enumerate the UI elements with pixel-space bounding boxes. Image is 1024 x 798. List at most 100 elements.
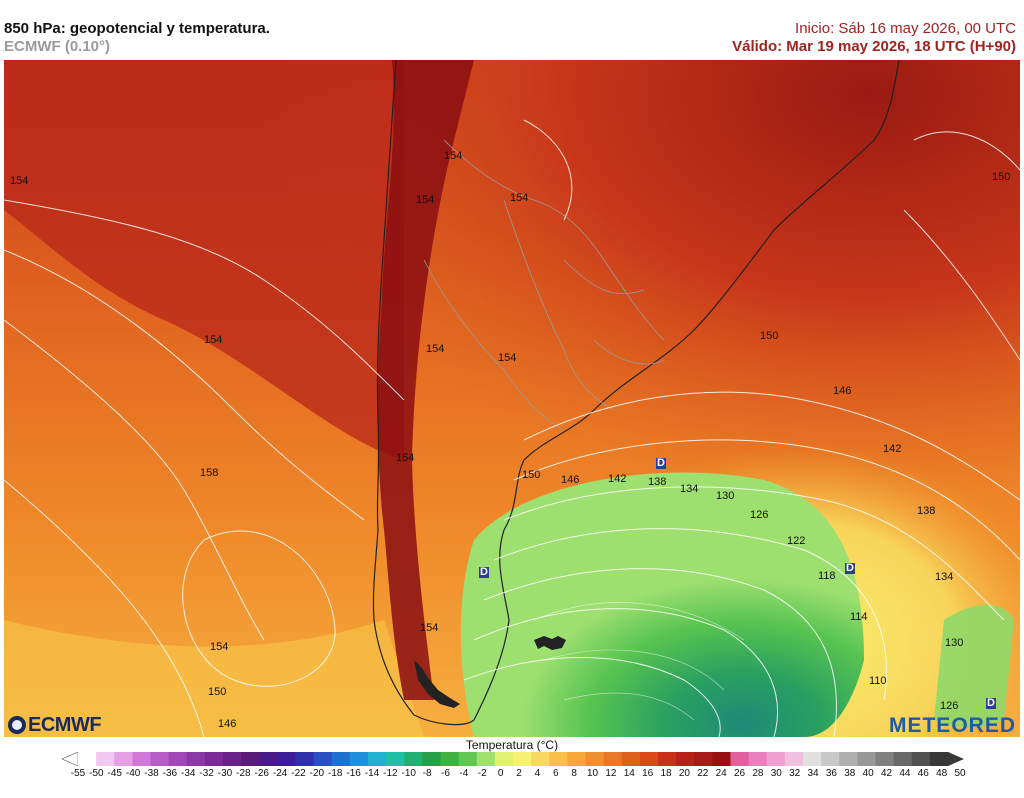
colorbar-tick-label: -50: [89, 768, 104, 779]
colorbar-tick-label: -16: [346, 768, 361, 779]
contour-label: 114: [850, 611, 868, 623]
colorbar-swatch: [603, 752, 623, 766]
colorbar-swatch: [168, 752, 188, 766]
colorbar-swatch: [440, 752, 460, 766]
colorbar-swatch: [875, 752, 895, 766]
colorbar-swatch: [386, 752, 405, 766]
colorbar-ticks: -55 -50 -45 -40 -38 -36 -34 -32 -30 -28 -26 -24 -22-…: [71, 768, 966, 782]
colorbar-swatch: [78, 752, 97, 766]
contour-label: 142: [608, 473, 627, 485]
colorbar-swatch: [803, 752, 822, 766]
contour-label: 150: [992, 171, 1011, 183]
colorbar-tick-label: -8: [422, 768, 432, 779]
colorbar-swatch: [513, 752, 532, 766]
contour-label: 154: [426, 343, 445, 355]
colorbar-tick-label: 30: [770, 768, 782, 779]
colorbar-title: Temperatura (°C): [465, 738, 559, 752]
colorbar-swatch: [368, 752, 387, 766]
colorbar-swatch: [929, 752, 949, 766]
contour-label: 118: [818, 570, 836, 582]
contour-label: 154: [510, 192, 529, 204]
weather-map[interactable]: [4, 60, 1020, 737]
colorbar-tick-label: -30: [217, 768, 233, 779]
ecmwf-logo-icon: [8, 716, 26, 734]
contour-label: 126: [750, 509, 769, 521]
colorbar-tick-label: 10: [586, 768, 599, 779]
andes-mountains: [377, 60, 474, 700]
colorbar-tick-label: -26: [254, 768, 269, 779]
colorbar-tick-label: -14: [364, 768, 380, 779]
colorbar-tick-label: 12: [605, 768, 617, 779]
contour-label: 126: [940, 700, 959, 712]
model-name: ECMWF (0.10°): [4, 38, 111, 55]
colorbar-swatch: [730, 752, 750, 766]
colorbar-swatch: [295, 752, 315, 766]
colorbar-tick-label: 6: [552, 768, 559, 779]
low-pressure-marker: D: [845, 562, 855, 574]
colorbar-swatch: [839, 752, 858, 766]
colorbar-swatch: [331, 752, 351, 766]
colorbar-swatch: [585, 752, 605, 766]
valid-time: Válido: Mar 19 may 2026, 18 UTC (H+90): [732, 38, 1016, 55]
colorbar-tick-label: -18: [328, 768, 343, 779]
colorbar-tick-label: 16: [642, 768, 654, 779]
header-right: Inicio: Sáb 16 may 2026, 00 UTC Válido: …: [732, 20, 1016, 56]
colorbar-tick-label: 38: [844, 768, 856, 779]
contour-label: 146: [833, 385, 852, 397]
contour-label: 138: [917, 505, 936, 517]
colorbar-tick-label: 22: [697, 768, 709, 779]
colorbar-swatch: [549, 752, 568, 766]
colorbar-tick-label: -22: [291, 768, 306, 779]
map-title: 850 hPa: geopotencial y temperatura.: [4, 20, 270, 37]
contour-label: 154: [204, 334, 223, 346]
colorbar-tick-label: -32: [199, 768, 214, 779]
cold-patch-east: [934, 605, 1014, 728]
colorbar-swatch: [639, 752, 659, 766]
colorbar-tick-label: -24: [272, 768, 288, 779]
colorbar-tick-label: 26: [733, 768, 746, 779]
temperature-isolines: [533, 602, 745, 721]
colorbar-swatch: [241, 752, 260, 766]
colorbar-swatch: [676, 752, 695, 766]
colorbar-swatch: [784, 752, 804, 766]
colorbar-tick-label: 4: [534, 768, 541, 779]
contour-label: 154: [420, 622, 439, 634]
colorbar-swatch: [893, 752, 913, 766]
contour-label: 134: [935, 571, 954, 583]
colorbar-tick-label: -55: [70, 768, 86, 779]
colorbar-tick-label: -4: [459, 768, 469, 779]
contour-label: 122: [787, 535, 806, 547]
colorbar-swatch: [223, 752, 242, 766]
colorbar-tick-label: 8: [571, 768, 577, 779]
contour-label: 130: [945, 637, 964, 649]
meteored-logo: METEORED: [888, 714, 1016, 737]
contour-label: 154: [498, 352, 517, 364]
colorbar-tick-label: 44: [899, 768, 911, 779]
contour-label: 154: [396, 452, 415, 464]
colorbar-tick-label: 2: [516, 768, 522, 779]
contour-label: 154: [416, 194, 435, 206]
colorbar-tick-label: 18: [660, 768, 672, 779]
colorbar-tick-label: -20: [309, 768, 325, 779]
tierra-del-fuego: [414, 660, 460, 708]
colorbar-tick-label: 32: [789, 768, 801, 779]
colorbar-tick-label: 28: [752, 768, 764, 779]
contour-label: 150: [760, 330, 779, 342]
colorbar-tick-label: 36: [825, 768, 837, 779]
low-pressure-marker: D: [656, 457, 666, 469]
colorbar-tick-label: -12: [383, 768, 398, 779]
contour-label: 130: [716, 490, 735, 502]
colorbar-swatch: [96, 752, 115, 766]
colorbar-tick-label: -34: [181, 768, 196, 779]
colorbar-swatch: [531, 752, 550, 766]
colorbar-swatch: [748, 752, 768, 766]
colorbar-tick-label: -10: [401, 768, 416, 779]
warm-pacific: [4, 60, 404, 460]
colorbar-tick-label: 50: [954, 768, 966, 779]
contour-label: 154: [210, 641, 229, 653]
colorbar-swatch: [658, 752, 677, 766]
falkland-islands: [534, 636, 566, 650]
contour-label: 110: [869, 675, 887, 687]
colorbar-tick-label: 34: [807, 768, 819, 779]
contour-label: 154: [444, 150, 463, 162]
